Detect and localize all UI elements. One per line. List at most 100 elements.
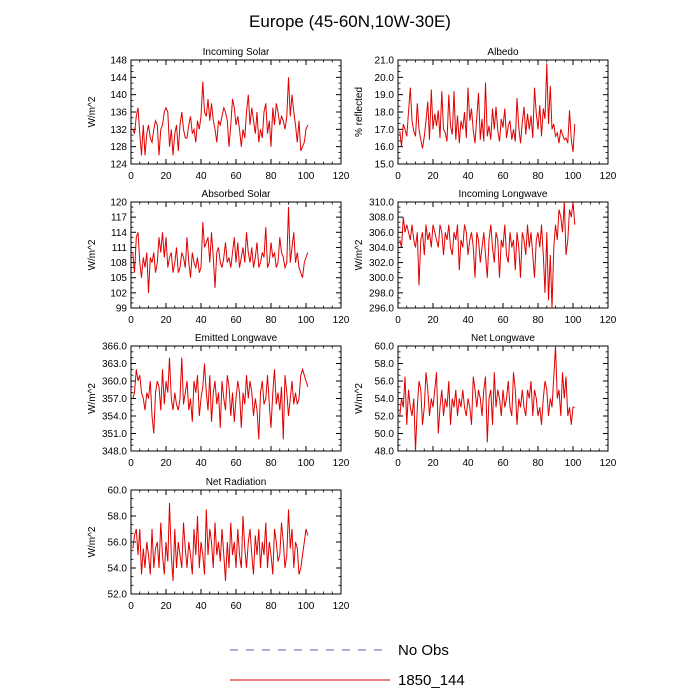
y-tick-label: 300.0 [369,273,394,284]
y-tick-label: 111 [112,243,128,254]
y-tick-label: 16.0 [375,142,395,153]
y-axis-label: W/m^2 [87,239,98,270]
y-tick-label: 298.0 [369,288,394,299]
page-title: Europe (45-60N,10W-30E) [249,12,451,31]
y-axis-label: W/m^2 [87,383,98,414]
y-tick-label: 15.0 [375,160,395,171]
x-tick-label: 40 [195,315,207,326]
x-tick-label: 0 [395,171,401,182]
series-line [132,77,309,156]
y-tick-label: 348.0 [102,447,127,458]
panel-absorbed-solar: Absorbed Solar 0 20 40 60 80 100 120 99 102 105 108… [87,189,350,326]
y-tick-label: 302.0 [369,258,394,269]
y-tick-label: 54.0 [108,564,128,575]
y-axis-label: W/m^2 [87,526,98,557]
x-tick-label: 20 [427,171,439,182]
y-tick-label: 99 [116,304,128,315]
y-tick-label: 136 [110,108,127,119]
panel-albedo: Albedo 0 20 40 60 80 100 120 15.0 16.0 17.0 18.0 19.… [354,47,617,182]
y-axis-label: W/m^2 [87,96,98,127]
x-tick-label: 60 [497,458,509,469]
y-tick-label: 102 [110,288,127,299]
y-tick-label: 308.0 [369,213,394,224]
x-tick-label: 60 [497,315,509,326]
panel-title: Incoming Longwave [459,189,548,200]
y-tick-label: 56.0 [108,538,128,549]
x-tick-label: 20 [160,315,172,326]
x-tick-label: 80 [532,315,544,326]
panel-incoming-solar: Incoming Solar 0 20 40 60 80 100 120 124 128 132 13… [87,47,350,182]
y-tick-label: 108 [110,258,127,269]
plot-frame [397,201,609,309]
y-tick-label: 17.0 [375,125,395,136]
x-tick-label: 80 [265,601,277,612]
y-tick-label: 52.0 [375,412,395,423]
x-tick-label: 20 [427,458,439,469]
y-tick-label: 114 [111,228,127,239]
x-tick-label: 40 [195,458,207,469]
x-tick-label: 100 [298,601,315,612]
y-tick-label: 306.0 [369,228,394,239]
panel-title: Albedo [487,47,519,58]
panel-net-radiation: Net Radiation 0 20 40 60 80 100 120 52.0 54.0 56.0… [87,477,350,612]
y-tick-label: 351.0 [102,429,127,440]
x-tick-label: 80 [532,458,544,469]
y-tick-label: 132 [110,125,127,136]
y-tick-label: 140 [110,90,127,101]
y-tick-label: 52.0 [108,590,128,601]
y-tick-label: 19.0 [375,90,395,101]
x-tick-label: 60 [497,171,509,182]
legend-label-no-obs: No Obs [398,642,449,659]
x-tick-label: 0 [395,458,401,469]
x-tick-label: 40 [462,458,474,469]
y-tick-label: 120 [110,198,127,209]
y-tick-label: 48.0 [375,447,395,458]
x-tick-label: 0 [128,171,134,182]
panel-title: Incoming Solar [203,47,270,58]
x-tick-label: 80 [532,171,544,182]
y-tick-label: 60.0 [108,486,128,497]
series-line [132,206,309,293]
x-tick-label: 120 [333,171,350,182]
y-tick-label: 20.0 [375,73,395,84]
panel-title: Emitted Longwave [195,333,278,344]
y-tick-label: 54.0 [375,394,395,405]
x-tick-label: 40 [195,171,207,182]
x-tick-label: 20 [427,315,439,326]
series-line [399,63,576,152]
y-tick-label: 58.0 [108,512,128,523]
x-tick-label: 60 [230,458,242,469]
x-tick-label: 120 [600,458,617,469]
y-tick-label: 117 [111,213,127,224]
x-tick-label: 80 [265,458,277,469]
plot-frame [130,489,342,595]
y-tick-label: 296.0 [369,304,394,315]
y-tick-label: 363.0 [102,359,127,370]
x-tick-label: 20 [160,171,172,182]
plot-frame [397,345,609,452]
y-tick-label: 148 [110,56,127,67]
x-tick-label: 60 [230,315,242,326]
x-tick-label: 100 [565,458,582,469]
x-tick-label: 60 [230,601,242,612]
x-tick-label: 60 [230,171,242,182]
x-tick-label: 120 [600,315,617,326]
x-tick-label: 120 [333,458,350,469]
x-tick-label: 40 [195,601,207,612]
y-axis-label: W/m^2 [354,383,365,414]
y-tick-label: 18.0 [375,108,395,119]
y-tick-label: 56.0 [375,377,395,388]
x-tick-label: 0 [395,315,401,326]
plot-frame [397,59,609,165]
x-tick-label: 80 [265,171,277,182]
y-tick-label: 21.0 [375,56,395,67]
series-line [399,201,576,309]
series-line [132,502,309,582]
x-tick-label: 40 [462,171,474,182]
y-tick-label: 354.0 [102,412,127,423]
panel-title: Net Longwave [471,333,535,344]
y-tick-label: 105 [110,273,127,284]
panel-emitted-longwave: Emitted Longwave 0 20 40 60 80 100 120 348.0 351.… [87,333,350,469]
y-tick-label: 50.0 [375,429,395,440]
y-tick-label: 310.0 [369,198,394,209]
